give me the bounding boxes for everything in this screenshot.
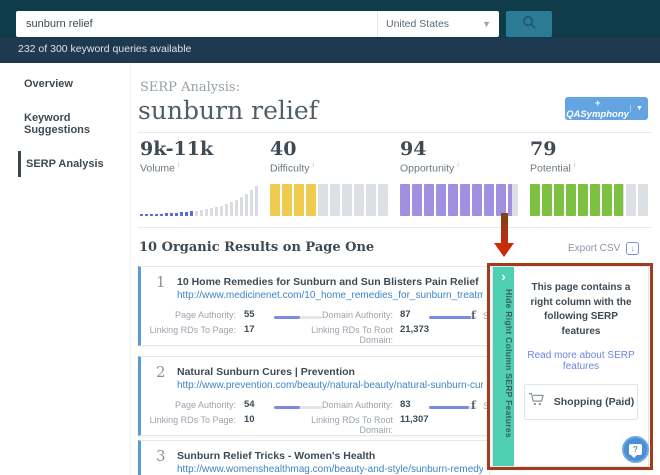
organic-result-card: 3 Sunburn Relief Tricks - Women's Health… [138, 440, 490, 475]
info-icon[interactable]: i [177, 162, 180, 169]
cart-icon [528, 392, 545, 412]
serp-features-panel-body: This page contains a right column with t… [514, 267, 648, 466]
metric-difficulty: 40 Difficulty i [270, 138, 392, 216]
serp-feature-shopping[interactable]: Shopping (Paid) [524, 384, 638, 420]
metric-opportunity-label: Opportunity [400, 162, 455, 175]
result-rank: 2 [156, 363, 166, 381]
serp-features-link[interactable]: Read more about SERP features [527, 350, 635, 372]
metric-potential: 79 Potential i [530, 138, 652, 216]
linking-rds-page-label: Linking RDs To Page: [149, 325, 236, 335]
facebook-shares-label: Sh [483, 311, 490, 321]
domain-authority-label: Domain Authority: [321, 400, 393, 410]
domain-authority-value: 87 [400, 309, 411, 320]
serp-feature-label: Shopping (Paid) [553, 396, 635, 408]
info-icon[interactable]: i [312, 162, 314, 169]
chevron-right-icon: › [501, 269, 506, 284]
page-authority-label: Page Authority: [174, 400, 236, 410]
metric-volume-label: Volume [140, 162, 176, 175]
help-icon: ? [629, 444, 642, 458]
metric-difficulty-value: 40 [270, 138, 297, 160]
domain-authority-label: Domain Authority: [321, 310, 393, 320]
volume-distribution-chart [140, 184, 262, 216]
chevron-down-icon[interactable]: ▼ [630, 105, 648, 112]
metric-opportunity-value: 94 [400, 138, 427, 160]
linking-rds-root-value: 21,373 [400, 324, 430, 335]
result-title: 10 Home Remedies for Sunburn and Sun Bli… [177, 276, 479, 288]
sidebar-item-overview[interactable]: Overview [24, 78, 73, 90]
keyword-search-input[interactable] [16, 18, 377, 30]
result-url-link[interactable]: http://www.medicinenet.com/10_home_remed… [177, 290, 483, 301]
result-title: Natural Sunburn Cures | Prevention [177, 366, 355, 378]
info-icon[interactable]: i [573, 162, 576, 169]
country-selector-value: United States [386, 18, 450, 30]
search-button[interactable] [506, 11, 552, 37]
facebook-shares-label: Sh [483, 401, 490, 411]
serp-features-panel: › Hide Right Column SERP Features This p… [492, 266, 649, 467]
organic-results-heading: 10 Organic Results on Page One [139, 240, 375, 255]
campaign-button-label: + QASymphony [566, 97, 629, 120]
divider [138, 132, 652, 133]
linking-rds-root-label: Linking RDs To Root Domain: [311, 325, 393, 345]
page-authority-bar [274, 406, 322, 409]
quota-text: 232 of 300 keyword queries available [18, 43, 192, 55]
page-authority-value: 54 [244, 399, 255, 410]
result-url-link[interactable]: http://www.prevention.com/beauty/natural… [177, 380, 483, 391]
metric-opportunity: 94 Opportunity i [400, 138, 522, 216]
country-selector[interactable]: United States ▼ [377, 11, 499, 37]
page-authority-value: 55 [244, 309, 255, 320]
metric-potential-value: 79 [530, 138, 557, 160]
divider [138, 227, 652, 228]
facebook-icon: f [471, 399, 476, 412]
download-icon: ↓ [626, 242, 640, 255]
result-url-link[interactable]: http://www.womenshealthmag.com/beauty-an… [177, 464, 483, 475]
domain-authority-bar [429, 316, 477, 319]
export-csv-label: Export CSV [568, 243, 621, 254]
serp-features-message: This page contains a right column with t… [530, 282, 632, 337]
page-eyebrow: SERP Analysis: [140, 80, 240, 95]
result-title: Sunburn Relief Tricks - Women's Health [177, 450, 376, 462]
annotation-arrow-head-icon [494, 243, 514, 257]
help-chat-button[interactable]: ? [622, 436, 649, 463]
result-rank: 1 [156, 273, 166, 291]
domain-authority-value: 83 [400, 399, 411, 410]
metric-volume: 9k-11k Volume i [140, 138, 262, 216]
linking-rds-root-value: 11,307 [400, 414, 429, 425]
facebook-icon: f [471, 309, 476, 322]
export-csv-button[interactable]: Export CSV ↓ [568, 242, 640, 255]
sidebar-item-serp-analysis[interactable]: SERP Analysis [18, 151, 130, 177]
linking-rds-page-label: Linking RDs To Page: [149, 415, 236, 425]
info-icon[interactable]: i [457, 162, 459, 169]
hide-right-column-tab[interactable]: › Hide Right Column SERP Features [493, 267, 514, 466]
annotation-arrow-icon [501, 213, 508, 244]
sidebar-item-keyword-suggestions[interactable]: Keyword Suggestions [24, 112, 91, 136]
top-header: United States ▼ 232 of 300 keyword queri… [0, 0, 660, 63]
page-authority-label: Page Authority: [174, 310, 236, 320]
metric-potential-label: Potential [530, 162, 571, 175]
hide-right-column-tab-label: Hide Right Column SERP Features [504, 289, 514, 438]
page-authority-bar [274, 316, 322, 319]
sidebar: Overview Keyword Suggestions SERP Analys… [0, 63, 131, 475]
result-rank: 3 [156, 447, 166, 465]
organic-result-card: 1 10 Home Remedies for Sunburn and Sun B… [138, 266, 490, 346]
keyword-search-bar[interactable]: United States ▼ [16, 11, 499, 37]
opportunity-gauge [400, 183, 522, 216]
difficulty-gauge [270, 183, 392, 216]
linking-rds-page-value: 10 [244, 414, 255, 425]
quota-strip: 232 of 300 keyword queries available [0, 38, 660, 63]
organic-result-card: 2 Natural Sunburn Cures | Prevention htt… [138, 356, 490, 436]
search-icon [522, 15, 537, 33]
linking-rds-page-value: 17 [244, 324, 255, 335]
metric-difficulty-label: Difficulty [270, 162, 310, 175]
page-title: sunburn relief [138, 96, 318, 125]
domain-authority-bar [429, 406, 477, 409]
linking-rds-root-label: Linking RDs To Root Domain: [311, 415, 393, 435]
chevron-down-icon: ▼ [482, 19, 491, 29]
metric-volume-value: 9k-11k [140, 138, 214, 160]
add-to-campaign-button[interactable]: + QASymphony ▼ [565, 97, 648, 120]
potential-gauge [530, 183, 652, 216]
